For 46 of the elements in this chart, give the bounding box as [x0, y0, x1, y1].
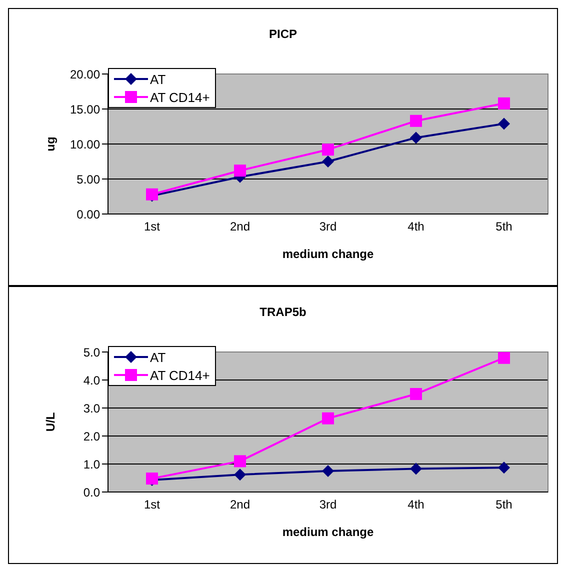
- legend-label: AT CD14+: [150, 90, 210, 104]
- x-axis-title: medium change: [282, 525, 374, 539]
- point: [410, 462, 422, 475]
- x-axis-title: medium change: [282, 247, 374, 261]
- x-tick-label: 1st: [144, 498, 161, 512]
- point: [234, 455, 246, 468]
- y-tick-label: 1.0: [83, 457, 100, 472]
- y-tick-label: 2.0: [83, 429, 100, 444]
- x-tick-label: 2nd: [230, 220, 250, 234]
- point: [234, 164, 246, 177]
- point: [322, 144, 334, 156]
- point: [234, 468, 246, 481]
- legend-label: AT CD14+: [150, 368, 210, 382]
- y-tick-label: 5.00: [76, 172, 100, 186]
- y-tick-label: 0.00: [76, 207, 100, 222]
- point: [322, 412, 334, 424]
- point: [498, 97, 510, 110]
- point: [498, 462, 510, 474]
- y-tick-label: 15.00: [70, 102, 100, 116]
- legend-label: AT: [150, 350, 166, 364]
- legend-label: AT: [150, 72, 166, 86]
- point: [410, 132, 422, 144]
- chart-title: PICP: [268, 27, 298, 41]
- x-tick-label: 4th: [408, 498, 424, 512]
- point: [410, 114, 422, 127]
- y-tick-label: 5.0: [83, 345, 100, 360]
- y-tick-label: 10.00: [70, 137, 100, 152]
- x-tick-label: 5th: [496, 220, 512, 234]
- chart-title: TRAP5b: [258, 305, 308, 319]
- point: [322, 156, 334, 168]
- x-tick-label: 1st: [144, 220, 161, 234]
- y-axis-title: ug: [43, 136, 58, 152]
- y-tick-label: 3.0: [83, 401, 100, 416]
- y-axis-title: U/L: [43, 412, 58, 432]
- y-tick-label: 4.0: [83, 373, 100, 388]
- y-tick-label: 0.0: [83, 485, 100, 500]
- point: [410, 388, 422, 400]
- x-tick-label: 3rd: [319, 498, 337, 512]
- point: [322, 465, 334, 477]
- point: [498, 352, 510, 364]
- x-tick-label: 2nd: [230, 498, 250, 512]
- x-tick-label: 3rd: [319, 220, 337, 234]
- y-tick-label: 20.00: [70, 67, 100, 82]
- x-tick-label: 4th: [408, 220, 424, 234]
- x-tick-label: 5th: [496, 498, 512, 512]
- point: [498, 118, 510, 130]
